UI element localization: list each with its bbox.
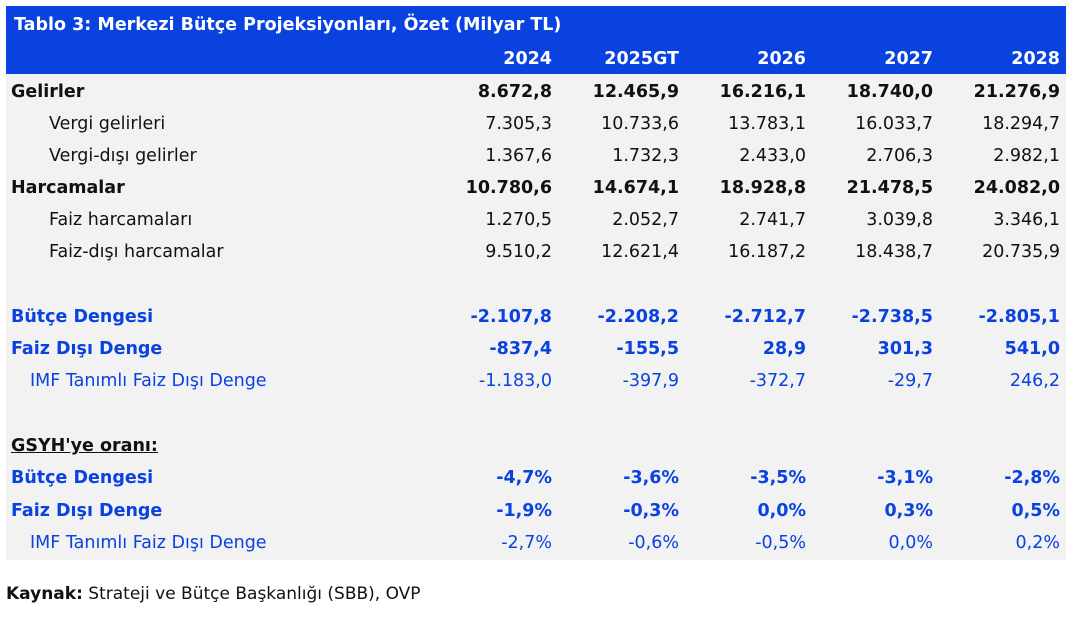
year-header-row: 2024 2025GT 2026 2027 2028: [6, 44, 1066, 74]
table-cell: 301,3: [877, 339, 933, 359]
table-cell: -0,6%: [628, 533, 679, 553]
table-cell: 12.621,4: [601, 242, 679, 262]
table-cell: 18.294,7: [982, 114, 1060, 134]
table-cell: 0,3%: [884, 501, 933, 521]
table-cell: 16.187,2: [728, 242, 806, 262]
table-cell: -4,7%: [496, 468, 552, 488]
year-header: 2027: [884, 49, 933, 69]
table-row-faiz-harcamalari: Faiz harcamaları 1.270,5 2.052,7 2.741,7…: [6, 204, 1066, 236]
table-cell: 18.740,0: [846, 82, 933, 102]
table-cell: 18.438,7: [855, 242, 933, 262]
row-label: Harcamalar: [11, 178, 125, 198]
table-row-gsyh-section-heading: GSYH'ye oranı:: [6, 430, 1066, 462]
row-label: Faiz harcamaları: [49, 210, 193, 230]
table-row-butce-dengesi: Bütçe Dengesi -2.107,8 -2.208,2 -2.712,7…: [6, 301, 1066, 333]
source-note: Kaynak: Strateji ve Bütçe Başkanlığı (SB…: [6, 584, 421, 604]
table-cell: 2.052,7: [612, 210, 679, 230]
table-cell: 21.478,5: [846, 178, 933, 198]
table-cell: 9.510,2: [485, 242, 552, 262]
year-header: 2025GT: [604, 49, 679, 69]
table-cell: 14.674,1: [592, 178, 679, 198]
table-row-gelirler: Gelirler 8.672,8 12.465,9 16.216,1 18.74…: [6, 76, 1066, 108]
table-cell: 2.741,7: [739, 210, 806, 230]
row-label: IMF Tanımlı Faiz Dışı Denge: [30, 371, 267, 391]
table-cell: -2.107,8: [470, 307, 552, 327]
table-cell: 7.305,3: [485, 114, 552, 134]
table-cell: 1.270,5: [485, 210, 552, 230]
row-label: Vergi gelirleri: [49, 114, 166, 134]
table-cell: 246,2: [1009, 371, 1060, 391]
table-cell: 3.039,8: [866, 210, 933, 230]
table-cell: 1.367,6: [485, 146, 552, 166]
table-row-imf-faiz-disi-denge: IMF Tanımlı Faiz Dışı Denge -1.183,0 -39…: [6, 365, 1066, 397]
table-cell: -397,9: [622, 371, 679, 391]
table-cell: -155,5: [616, 339, 679, 359]
table-row-faiz-disi-harcamalar: Faiz-dışı harcamalar 9.510,2 12.621,4 16…: [6, 236, 1066, 268]
table-row-faiz-disi-denge-pct: Faiz Dışı Denge -1,9% -0,3% 0,0% 0,3% 0,…: [6, 495, 1066, 527]
table-cell: 8.672,8: [477, 82, 552, 102]
table-cell: -0,3%: [623, 501, 679, 521]
table-cell: 12.465,9: [592, 82, 679, 102]
table-cell: -372,7: [749, 371, 806, 391]
table-cell: -3,5%: [750, 468, 806, 488]
table-cell: 24.082,0: [973, 178, 1060, 198]
section-heading: GSYH'ye oranı:: [11, 436, 158, 456]
budget-projection-table: Tablo 3: Merkezi Bütçe Projeksiyonları, …: [6, 6, 1066, 560]
table-cell: 0,0%: [888, 533, 933, 553]
table-row-harcamalar: Harcamalar 10.780,6 14.674,1 18.928,8 21…: [6, 172, 1066, 204]
table-cell: -3,6%: [623, 468, 679, 488]
table-cell: 13.783,1: [728, 114, 806, 134]
table-cell: -1.183,0: [478, 371, 552, 391]
table-row-imf-faiz-disi-denge-pct: IMF Tanımlı Faiz Dışı Denge -2,7% -0,6% …: [6, 527, 1066, 559]
table-cell: -29,7: [887, 371, 933, 391]
year-header: 2026: [757, 49, 806, 69]
year-header: 2028: [1011, 49, 1060, 69]
table-cell: -1,9%: [496, 501, 552, 521]
table-cell: 16.033,7: [855, 114, 933, 134]
table-cell: -2.712,7: [724, 307, 806, 327]
table-cell: 28,9: [762, 339, 806, 359]
row-label: Vergi-dışı gelirler: [49, 146, 197, 166]
source-label: Kaynak:: [6, 584, 83, 604]
table-cell: 541,0: [1004, 339, 1060, 359]
table-title: Tablo 3: Merkezi Bütçe Projeksiyonları, …: [6, 6, 1066, 44]
row-label: Gelirler: [11, 82, 85, 102]
year-header: 2024: [503, 49, 552, 69]
table-cell: 2.706,3: [866, 146, 933, 166]
row-label: IMF Tanımlı Faiz Dışı Denge: [30, 533, 267, 553]
table-cell: 21.276,9: [973, 82, 1060, 102]
table-row-butce-dengesi-pct: Bütçe Dengesi -4,7% -3,6% -3,5% -3,1% -2…: [6, 462, 1066, 494]
row-label: Faiz Dışı Denge: [11, 501, 163, 521]
table-cell: 1.732,3: [612, 146, 679, 166]
table-cell: 0,0%: [757, 501, 806, 521]
table-cell: -2.805,1: [978, 307, 1060, 327]
table-cell: -837,4: [489, 339, 552, 359]
table-cell: 0,2%: [1015, 533, 1060, 553]
row-label: Faiz Dışı Denge: [11, 339, 163, 359]
source-text: Strateji ve Bütçe Başkanlığı (SBB), OVP: [82, 584, 421, 604]
table-cell: 2.982,1: [993, 146, 1060, 166]
table-cell: -3,1%: [877, 468, 933, 488]
table-body: Gelirler 8.672,8 12.465,9 16.216,1 18.74…: [6, 74, 1066, 560]
row-label: Bütçe Dengesi: [11, 468, 154, 488]
row-label: Bütçe Dengesi: [11, 307, 154, 327]
table-row-vergi-disi-gelirler: Vergi-dışı gelirler 1.367,6 1.732,3 2.43…: [6, 140, 1066, 172]
table-row-vergi-gelirleri: Vergi gelirleri 7.305,3 10.733,6 13.783,…: [6, 108, 1066, 140]
table-cell: 18.928,8: [719, 178, 806, 198]
table-cell: -2,8%: [1004, 468, 1060, 488]
table-cell: 0,5%: [1011, 501, 1060, 521]
table-row-faiz-disi-denge: Faiz Dışı Denge -837,4 -155,5 28,9 301,3…: [6, 333, 1066, 365]
table-cell: -0,5%: [755, 533, 806, 553]
table-cell: 20.735,9: [982, 242, 1060, 262]
table-cell: -2,7%: [501, 533, 552, 553]
table-cell: 16.216,1: [719, 82, 806, 102]
table-cell: -2.738,5: [851, 307, 933, 327]
table-cell: -2.208,2: [597, 307, 679, 327]
table-cell: 10.780,6: [465, 178, 552, 198]
table-cell: 3.346,1: [993, 210, 1060, 230]
table-cell: 10.733,6: [601, 114, 679, 134]
row-label: Faiz-dışı harcamalar: [49, 242, 224, 262]
table-cell: 2.433,0: [739, 146, 806, 166]
